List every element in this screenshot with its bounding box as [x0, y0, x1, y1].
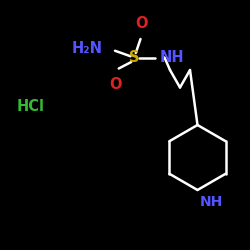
Text: S: S — [128, 50, 139, 65]
Text: O: O — [135, 16, 147, 30]
Text: NH: NH — [160, 50, 184, 65]
Text: H₂N: H₂N — [72, 41, 102, 56]
Text: NH: NH — [200, 194, 223, 208]
Text: O: O — [109, 77, 121, 92]
Text: HCl: HCl — [16, 99, 44, 114]
